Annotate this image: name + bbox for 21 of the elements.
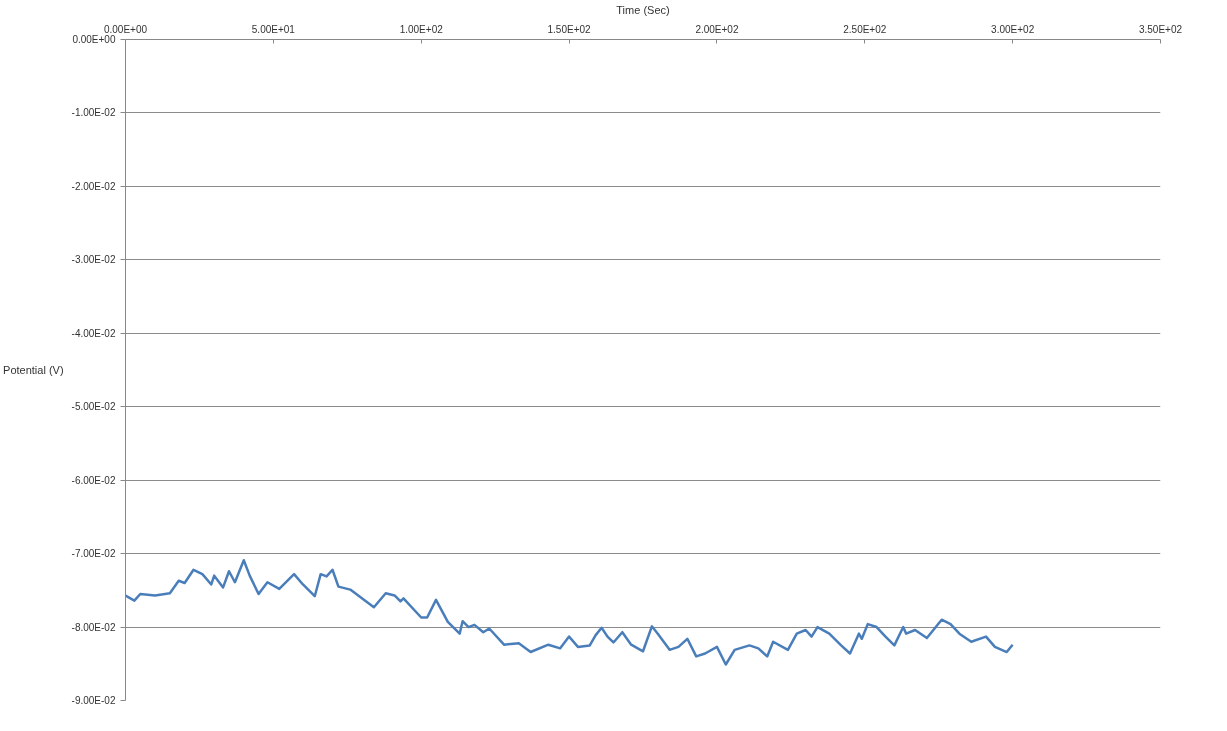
x-tick-label: 3.00E+02 <box>991 23 1035 35</box>
y-axis-title: Potential (V) <box>3 364 64 376</box>
x-tick-label: 1.00E+02 <box>399 23 444 35</box>
x-axis-title: Time (Sec) <box>616 3 670 16</box>
y-tick-label: -7.00E-02 <box>71 548 116 560</box>
x-tick-label: 1.50E+02 <box>547 23 592 35</box>
y-tick-label: -6.00E-02 <box>71 474 116 486</box>
y-tick-label: -5.00E-02 <box>71 401 116 413</box>
y-tick-label: -2.00E-02 <box>71 180 116 192</box>
line-series <box>125 558 1014 666</box>
x-tick-label: 5.00E+01 <box>251 23 296 35</box>
y-tick-label: -3.00E-02 <box>71 254 116 266</box>
x-tick-label: 2.50E+02 <box>843 23 887 35</box>
y-tick-label: 0.00E+00 <box>72 34 116 45</box>
y-tick-label: -4.00E-02 <box>71 327 116 339</box>
y-tick-label: -9.00E-02 <box>71 695 116 706</box>
y-tick-label: -8.00E-02 <box>71 621 116 633</box>
x-tick-label: 2.00E+02 <box>695 23 739 35</box>
x-tick-label: 3.50E+02 <box>1138 23 1183 35</box>
x-tick-label: 0.00E+00 <box>103 23 148 35</box>
y-tick-label: -1.00E-02 <box>71 107 116 119</box>
